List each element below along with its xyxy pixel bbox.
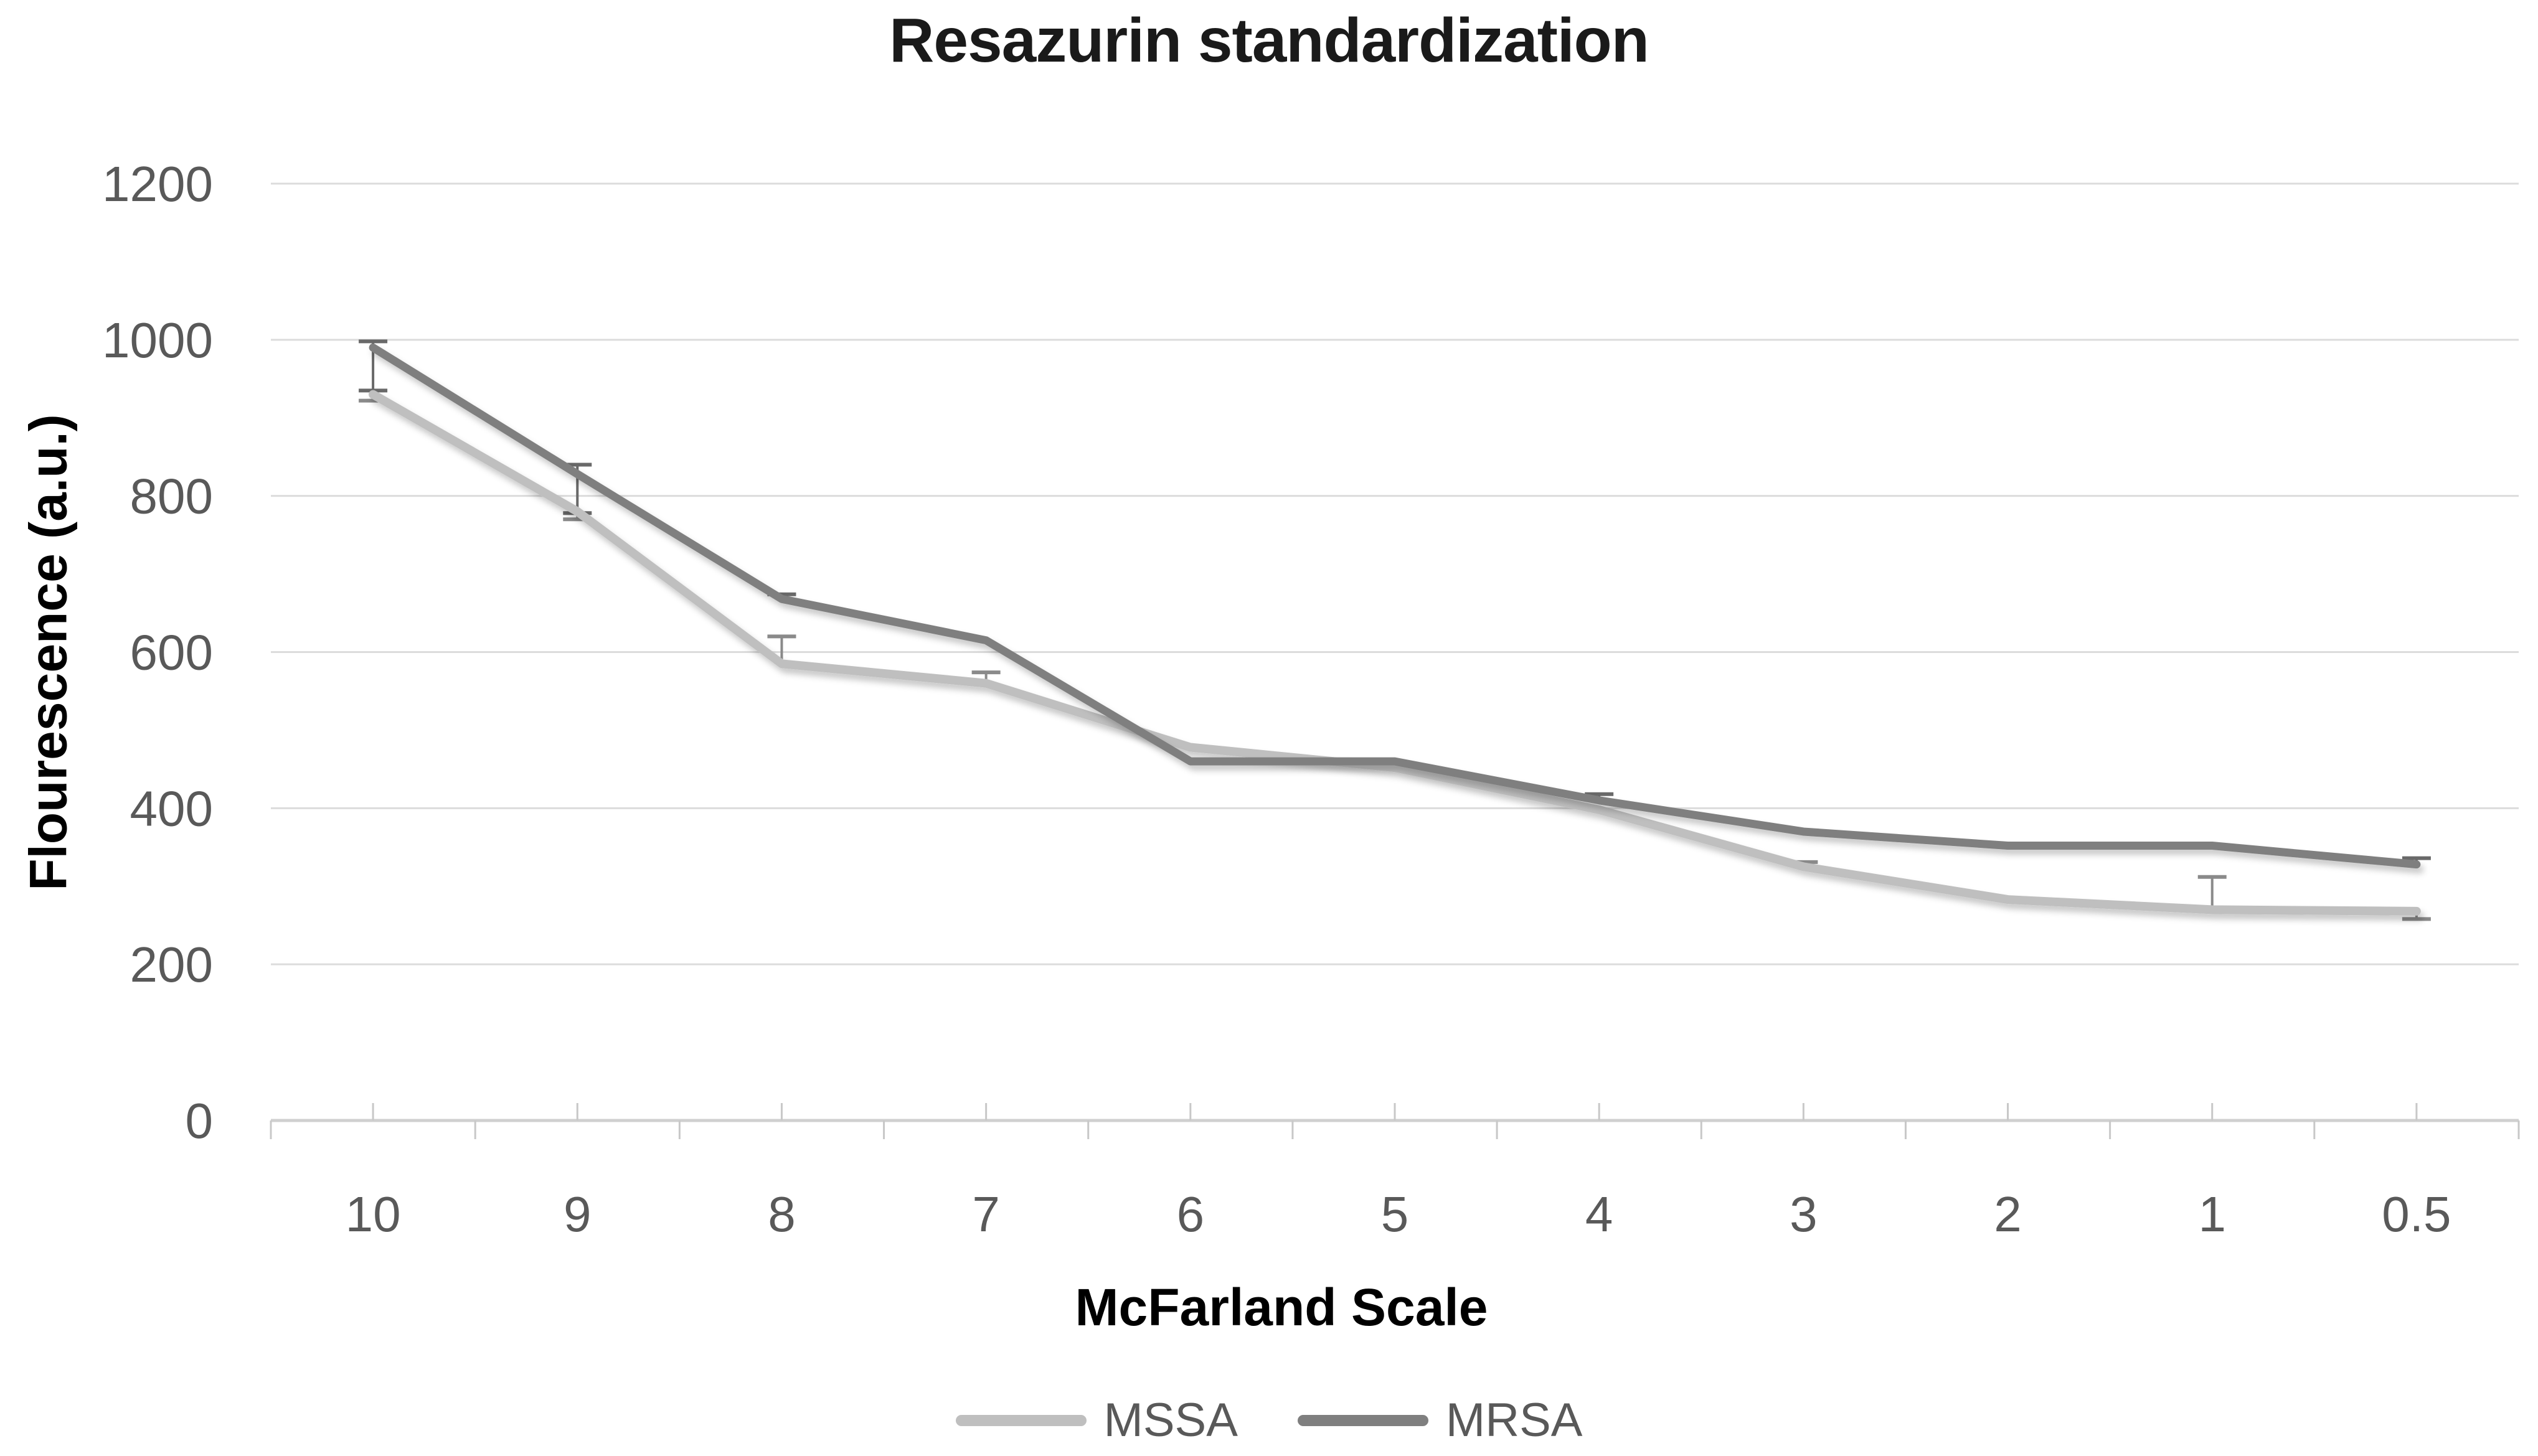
x-tick-label: 5 <box>1381 1186 1409 1242</box>
x-tick-label: 7 <box>972 1186 1000 1242</box>
axis-group <box>270 1103 2520 1139</box>
gridlines-group <box>271 182 2519 965</box>
x-tick-label: 8 <box>768 1186 796 1242</box>
y-tick-label: 400 <box>130 781 213 836</box>
y-tick-label: 600 <box>130 625 213 680</box>
chart-title: Resazurin standardization <box>889 6 1649 75</box>
x-axis-title: McFarland Scale <box>1075 1278 1488 1336</box>
tick-labels-group: 0 200 400 600 800 1000 1200 10 9 8 7 6 5 4 3 2 1 0.5 <box>102 156 2451 1242</box>
legend-item-mrsa: MRSA <box>1297 1393 1583 1447</box>
legend-label-mrsa: MRSA <box>1445 1394 1583 1447</box>
series-lines-group <box>369 343 2421 916</box>
y-tick-label: 800 <box>130 469 213 524</box>
series-line-mrsa <box>369 343 2421 869</box>
legend: MSSA MRSA <box>0 1393 2538 1447</box>
x-tick-label: 2 <box>1994 1186 2022 1242</box>
x-tick-label: 9 <box>564 1186 592 1242</box>
y-tick-label: 0 <box>186 1093 214 1148</box>
x-tick-label: 10 <box>346 1186 401 1242</box>
y-tick-label: 200 <box>130 937 213 992</box>
y-tick-label: 1200 <box>102 156 213 212</box>
x-tick-label: 1 <box>2198 1186 2226 1242</box>
legend-swatch-mssa <box>955 1414 1087 1426</box>
y-tick-label: 1000 <box>102 312 213 368</box>
legend-swatch-mrsa <box>1297 1414 1428 1426</box>
x-tick-label: 0.5 <box>2382 1186 2451 1242</box>
x-tick-label: 3 <box>1790 1186 1818 1242</box>
legend-item-mssa: MSSA <box>955 1393 1238 1447</box>
error-bars-group <box>359 339 2431 921</box>
x-tick-label: 4 <box>1585 1186 1613 1242</box>
x-tick-label: 6 <box>1177 1186 1205 1242</box>
series-line-mssa <box>369 390 2421 916</box>
legend-label-mssa: MSSA <box>1103 1394 1238 1447</box>
